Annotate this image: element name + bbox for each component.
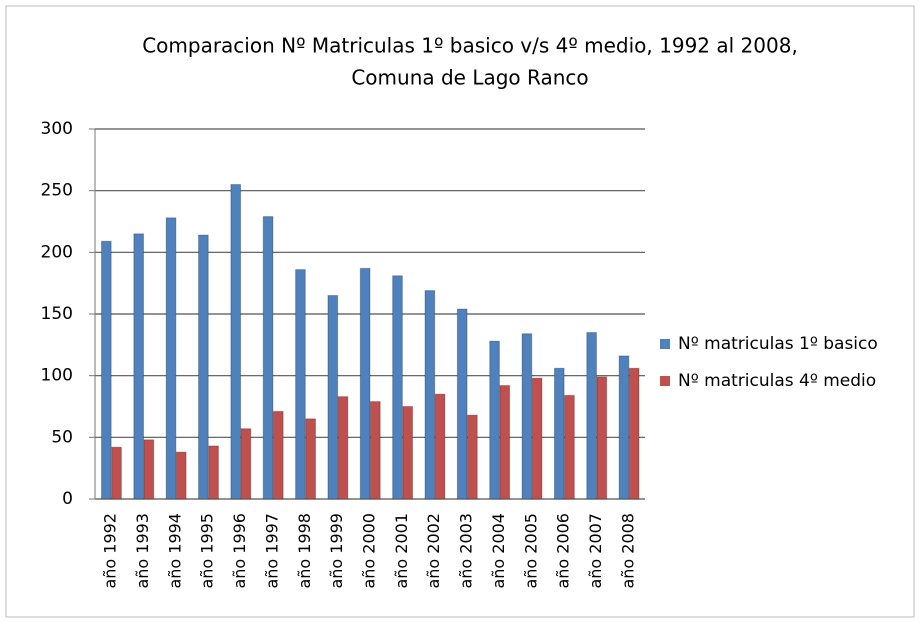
- bar: [230, 184, 242, 500]
- x-tick-label: año 2008: [618, 513, 637, 589]
- bar: [359, 267, 371, 500]
- x-tick-label: año 2004: [489, 513, 508, 589]
- x-tick-label: año 2000: [360, 513, 379, 589]
- bar: [240, 428, 252, 500]
- bar: [564, 394, 575, 500]
- legend-swatch: [660, 376, 670, 386]
- bar: [100, 240, 112, 500]
- chart-title: Comparacion Nº Matriculas 1º basico v/s …: [142, 34, 798, 58]
- bar: [586, 332, 597, 500]
- bar: [198, 234, 209, 500]
- bar: [295, 269, 306, 500]
- x-tick-label: año 1992: [101, 513, 120, 589]
- bar: [489, 340, 500, 500]
- x-tick-label: año 1997: [262, 513, 281, 589]
- bar: [111, 446, 122, 500]
- y-tick-label: 150: [41, 304, 73, 324]
- bar: [208, 445, 219, 500]
- bar: [392, 275, 403, 500]
- bar: [618, 355, 630, 500]
- x-tick-label: año 1993: [133, 513, 152, 589]
- bar: [628, 367, 640, 500]
- y-tick-label: 300: [41, 119, 73, 139]
- bar: [553, 367, 565, 500]
- y-tick-label: 100: [41, 366, 73, 386]
- x-tick-label: año 1996: [230, 513, 249, 589]
- bar: [272, 410, 284, 500]
- bar: [327, 295, 339, 500]
- x-tick-label: año 2006: [554, 513, 573, 589]
- bar: [531, 377, 543, 500]
- x-tick-label: año 2002: [424, 513, 443, 589]
- bar: [262, 216, 274, 500]
- legend-label: Nº matriculas 1º basico: [678, 334, 878, 354]
- bar: [499, 385, 511, 500]
- y-tick-label: 250: [41, 181, 73, 201]
- bar: [305, 418, 316, 500]
- x-tick-label: año 1994: [165, 513, 184, 589]
- bar: [133, 233, 145, 500]
- chart-title: Comuna de Lago Ranco: [351, 66, 588, 90]
- x-tick-label: año 2007: [586, 513, 605, 589]
- bar: [434, 393, 446, 500]
- x-tick-label: año 2001: [392, 513, 411, 589]
- bar: [402, 406, 414, 500]
- bar: [596, 376, 608, 500]
- x-tick-label: año 2005: [521, 513, 540, 589]
- x-tick-label: año 1998: [295, 513, 314, 589]
- x-tick-label: año 1999: [327, 513, 346, 589]
- legend-label: Nº matriculas 4º medio: [678, 371, 876, 391]
- bar: [369, 401, 381, 500]
- bar: [175, 451, 187, 500]
- x-tick-label: año 1995: [198, 513, 217, 589]
- bar: [424, 290, 436, 500]
- legend-swatch: [660, 339, 670, 349]
- bar: [467, 414, 478, 500]
- bar: [143, 439, 155, 500]
- bar: [521, 333, 533, 500]
- y-tick-label: 200: [41, 242, 73, 262]
- y-tick-label: 50: [51, 427, 73, 447]
- bar: [337, 396, 349, 500]
- bar: [165, 217, 177, 500]
- y-tick-label: 0: [62, 489, 73, 509]
- bar: [456, 308, 468, 500]
- x-tick-label: año 2003: [457, 513, 476, 589]
